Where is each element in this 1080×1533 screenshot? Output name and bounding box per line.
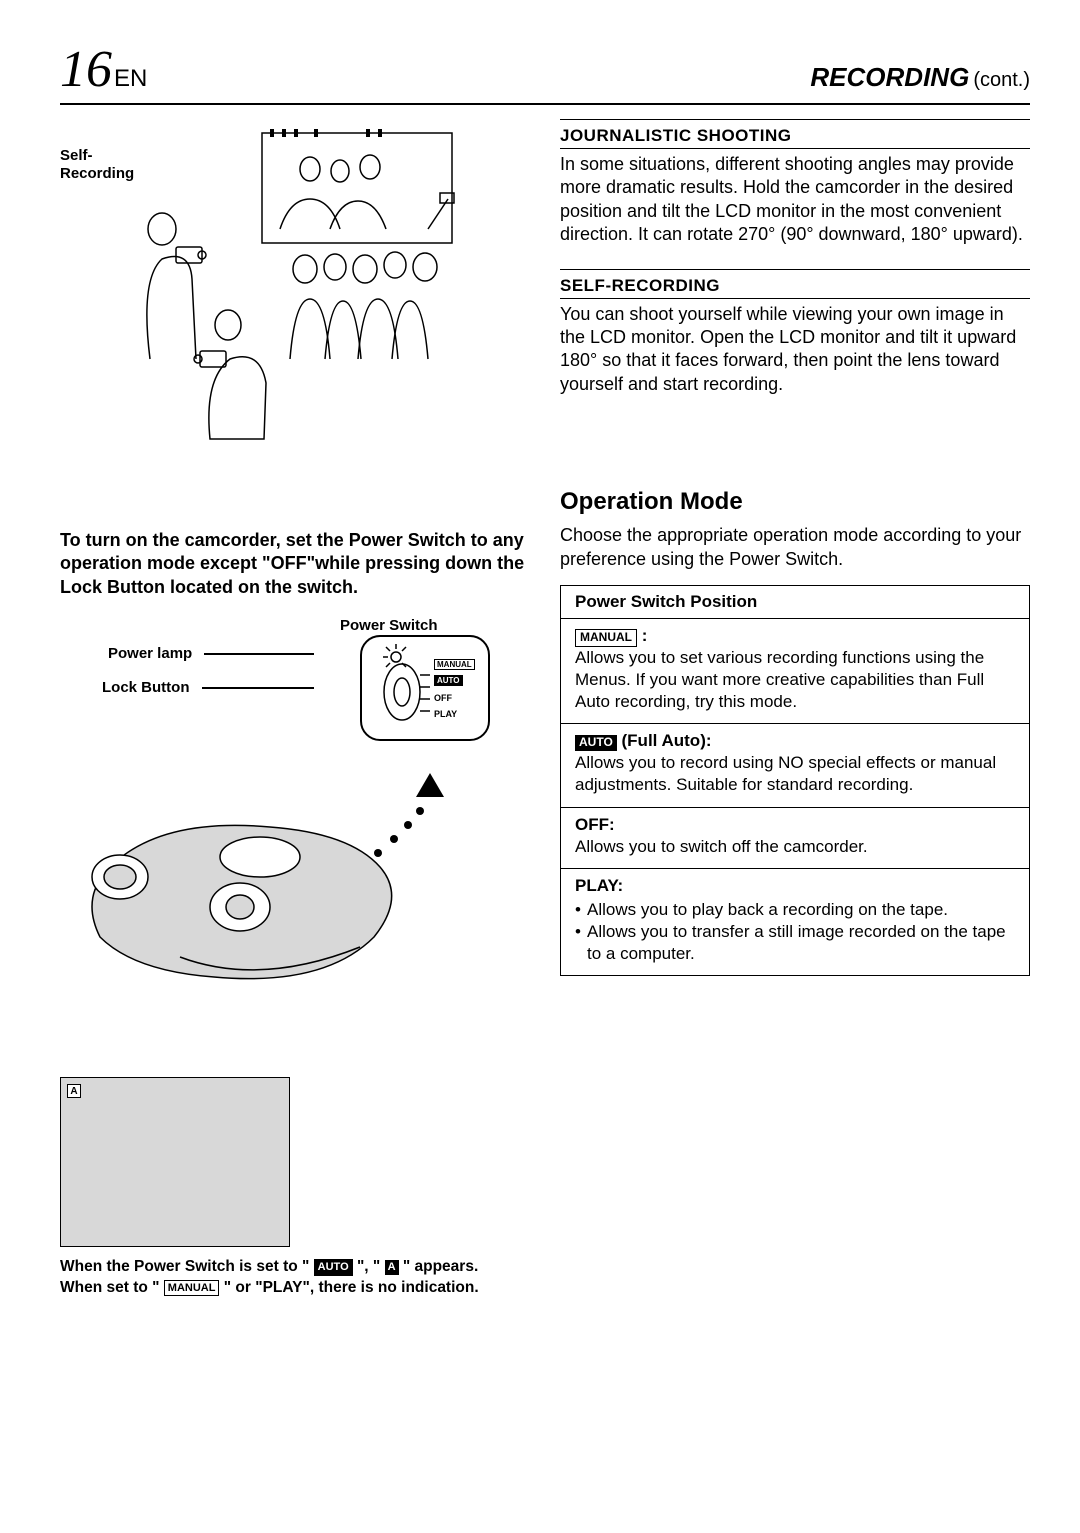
off-body: Allows you to switch off the camcorder.	[575, 837, 868, 856]
leader-line-icon	[204, 653, 314, 655]
table-row-off: OFF: Allows you to switch off the camcor…	[561, 808, 1029, 869]
switch-diagram-labels: Power Switch Power lamp Lock Button MANU…	[60, 617, 530, 757]
camcorder-illustration	[60, 757, 530, 1007]
selfrec-heading: SELF-RECORDING	[560, 276, 1030, 299]
switch-dial-icon	[362, 637, 492, 743]
play-bullet-1: Allows you to play back a recording on t…	[575, 899, 1015, 921]
right-column: JOURNALISTIC SHOOTING In some situations…	[560, 119, 1030, 1299]
crowd-sketch-icon	[130, 129, 460, 459]
left-column: Self- Recording	[60, 119, 530, 1299]
off-label: OFF:	[575, 815, 615, 834]
leader-line-icon	[202, 687, 314, 689]
power-switch-icon: MANUAL AUTO OFF PLAY	[360, 635, 490, 741]
a-badge-inline: A	[385, 1260, 399, 1275]
caption-text: ", "	[353, 1258, 385, 1275]
manual-mode-badge: MANUAL	[575, 629, 637, 647]
lock-button-label: Lock Button	[102, 679, 190, 696]
page-number-value: 16	[60, 41, 112, 98]
selfrec-body: You can shoot yourself while viewing you…	[560, 303, 1030, 397]
divider	[560, 119, 1030, 120]
illus-label-line1: Self-	[60, 147, 93, 164]
caption-text: " appears.	[399, 1258, 479, 1275]
play-bullets: Allows you to play back a recording on t…	[575, 899, 1015, 965]
lcd-screen-box: A	[60, 1077, 290, 1247]
play-label: PLAY:	[575, 876, 623, 895]
power-switch-label: Power Switch	[340, 617, 438, 634]
page-header: 16EN RECORDING(cont.)	[60, 40, 1030, 105]
page-lang: EN	[114, 65, 147, 92]
caption-text: When the Power Switch is set to "	[60, 1258, 314, 1275]
power-on-instruction: To turn on the camcorder, set the Power …	[60, 529, 530, 599]
camcorder-icon	[60, 757, 530, 1007]
caption-text: When set to "	[60, 1279, 164, 1296]
table-header: Power Switch Position	[561, 586, 1029, 619]
operation-mode-title: Operation Mode	[560, 488, 1030, 516]
manual-badge-inline: MANUAL	[164, 1280, 220, 1297]
auto-label: (Full Auto):	[622, 731, 712, 750]
table-row-manual: MANUAL : Allows you to set various recor…	[561, 619, 1029, 724]
play-bullet-2: Allows you to transfer a still image rec…	[575, 921, 1015, 965]
play-option: PLAY	[434, 709, 457, 719]
page-number: 16EN	[60, 40, 147, 99]
off-option: OFF	[434, 693, 452, 703]
divider	[560, 269, 1030, 270]
illustration-label: Self- Recording	[60, 147, 134, 183]
indicator-caption: When the Power Switch is set to " AUTO "…	[60, 1257, 530, 1299]
self-recording-illustration: Self- Recording	[60, 119, 530, 469]
journalistic-body: In some situations, different shooting a…	[560, 153, 1030, 247]
caption-text: " or "PLAY", there is no indication.	[219, 1279, 478, 1296]
auto-badge-inline: AUTO	[314, 1259, 353, 1276]
a-indicator-badge: A	[67, 1084, 81, 1098]
two-column-layout: Self- Recording	[60, 119, 1030, 1299]
auto-mode-badge: AUTO	[575, 735, 617, 751]
power-switch-table: Power Switch Position MANUAL : Allows yo…	[560, 585, 1030, 976]
manual-badge: MANUAL	[434, 659, 475, 670]
manual-body: Allows you to set various recording func…	[575, 648, 984, 711]
section-name: RECORDING	[810, 62, 969, 92]
auto-body: Allows you to record using NO special ef…	[575, 753, 996, 794]
illus-label-line2: Recording	[60, 165, 134, 182]
power-lamp-label: Power lamp	[108, 645, 192, 662]
auto-badge: AUTO	[434, 675, 463, 686]
journalistic-heading: JOURNALISTIC SHOOTING	[560, 126, 1030, 149]
section-title: RECORDING(cont.)	[810, 62, 1030, 93]
table-row-auto: AUTO (Full Auto): Allows you to record u…	[561, 724, 1029, 807]
section-cont: (cont.)	[973, 69, 1030, 91]
operation-mode-intro: Choose the appropriate operation mode ac…	[560, 524, 1030, 571]
table-row-play: PLAY: Allows you to play back a recordin…	[561, 869, 1029, 975]
